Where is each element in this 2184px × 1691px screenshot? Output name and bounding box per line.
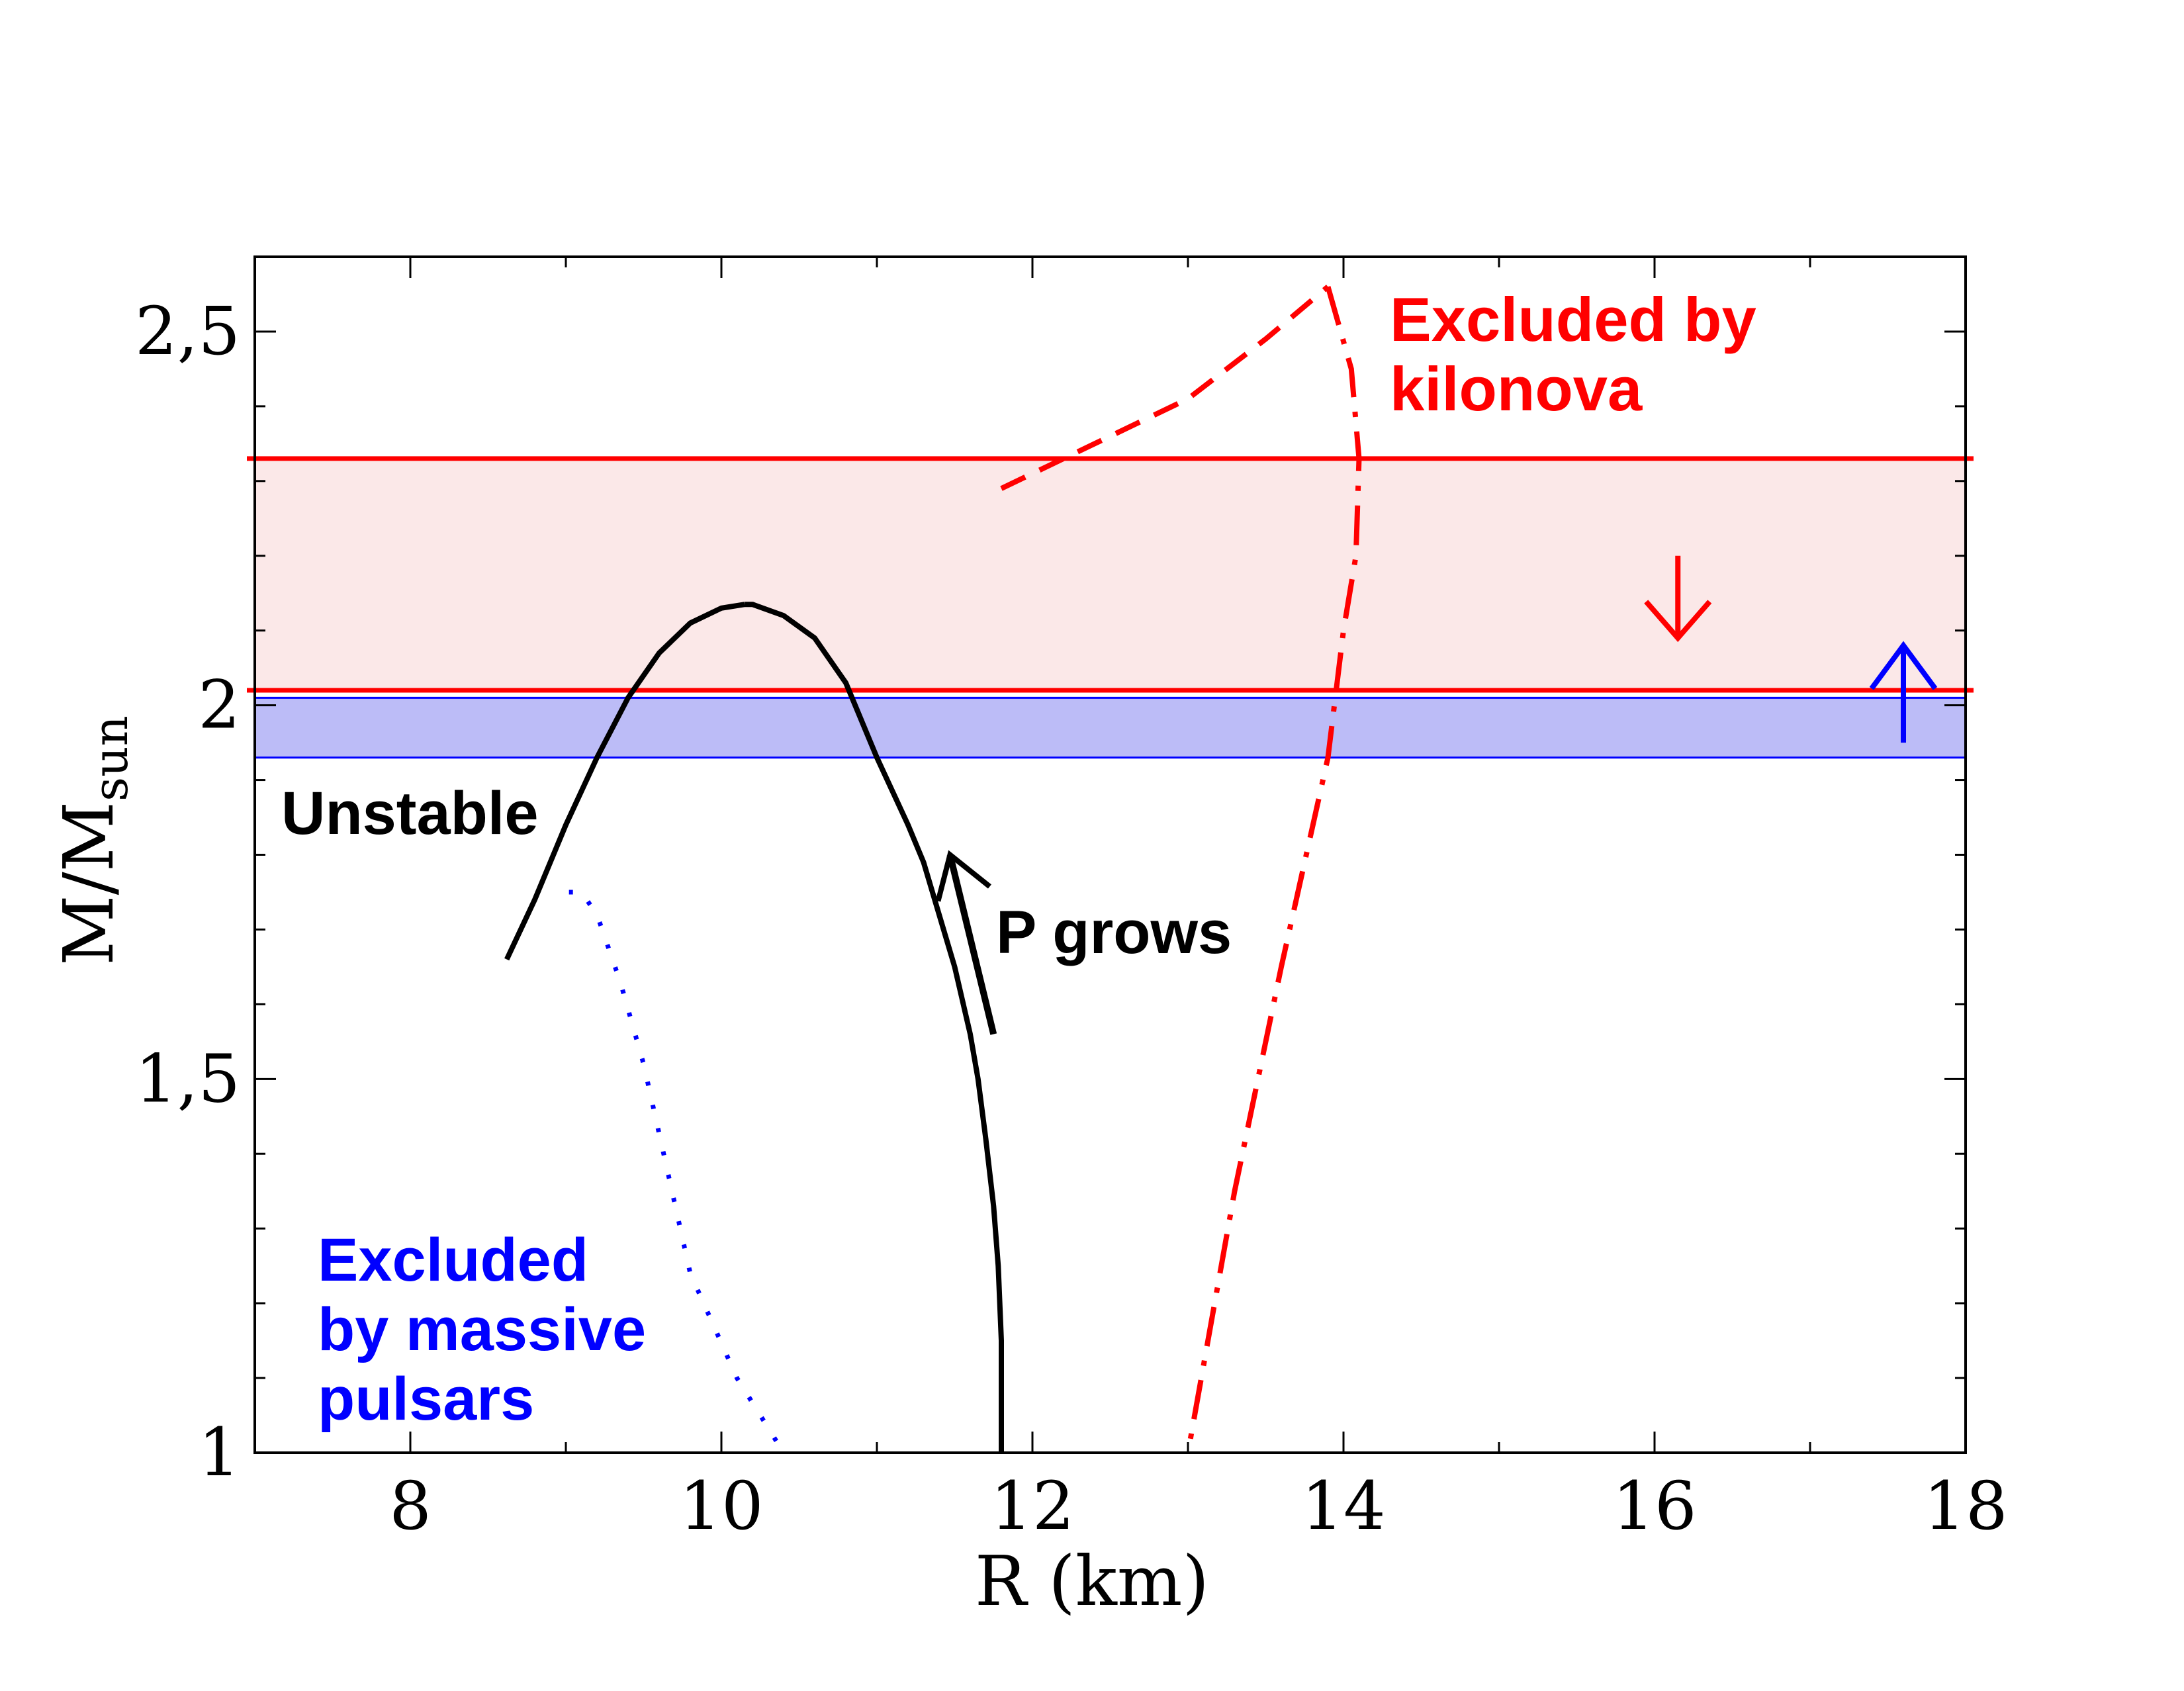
- kilonova-dashdot-line: [1185, 286, 1362, 1453]
- x-tick-label: 8: [389, 1467, 432, 1545]
- kilonova-annotation: Excluded by kilonova: [1390, 285, 1774, 424]
- p-grows-arrow-shaft: [946, 854, 997, 1035]
- y-tick-label: 1: [198, 1414, 240, 1491]
- stable-branch-line: [745, 602, 1004, 1453]
- y-tick-label: 2: [198, 666, 240, 744]
- pulsars-annotation-line3: pulsars: [318, 1365, 534, 1433]
- y-tick-label: 1,5: [135, 1040, 240, 1117]
- y-axis-label-main: M/M: [48, 801, 129, 966]
- y-tick-label: 2,5: [135, 293, 240, 370]
- kilonova-band: [255, 458, 1966, 691]
- kilonova-annotation-line2: kilonova: [1390, 354, 1643, 424]
- pulsar-dotted-line: [569, 890, 786, 1454]
- y-axis-label-sub: sun: [83, 715, 138, 801]
- y-axis-label: M/Msun: [48, 715, 138, 966]
- p-grows-arrow-head: [935, 850, 991, 902]
- pulsar-band: [255, 698, 1966, 758]
- kilonova-down-arrow-head: [1644, 600, 1712, 643]
- x-tick-label: 14: [1301, 1467, 1385, 1545]
- pulsars-annotation: Excluded by massive pulsars: [318, 1226, 663, 1433]
- unstable-branch-line: [504, 602, 745, 961]
- svg-text:M/Msun: M/Msun: [48, 715, 138, 966]
- p-grows-annotation: P grows: [996, 899, 1232, 966]
- x-tick-label: 16: [1612, 1467, 1696, 1545]
- x-tick-label: 18: [1923, 1467, 2007, 1545]
- x-tick-label: 10: [679, 1467, 763, 1545]
- unstable-annotation: Unstable: [281, 780, 539, 847]
- pulsars-annotation-line1: Excluded: [318, 1226, 588, 1294]
- kilonova-annotation-line1: Excluded by: [1390, 285, 1756, 354]
- x-axis-label: R (km): [975, 1541, 1209, 1622]
- pulsar-up-arrow-head: [1869, 641, 1938, 690]
- x-tick-label: 12: [990, 1467, 1074, 1545]
- pulsars-annotation-line2: by massive: [318, 1296, 646, 1363]
